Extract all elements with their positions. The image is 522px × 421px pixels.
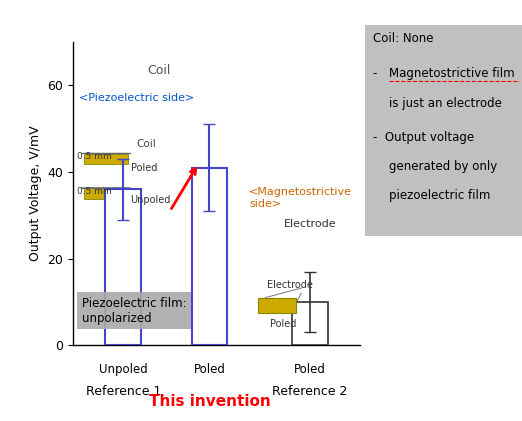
Bar bbox=[258, 298, 295, 313]
Text: 0.5 mm: 0.5 mm bbox=[77, 152, 111, 161]
Text: Piezoelectric film:
unpolarized: Piezoelectric film: unpolarized bbox=[82, 296, 186, 325]
Text: Reference 2: Reference 2 bbox=[272, 385, 348, 397]
Text: Reference 1: Reference 1 bbox=[86, 385, 161, 397]
Text: Coil: None: Coil: None bbox=[373, 32, 434, 45]
Text: 0.5 mm: 0.5 mm bbox=[77, 187, 111, 196]
Text: Electrode: Electrode bbox=[283, 219, 336, 229]
Text: generated by only: generated by only bbox=[389, 160, 497, 173]
Text: is just an electrode: is just an electrode bbox=[389, 97, 502, 110]
Bar bbox=[105, 189, 141, 345]
Text: Coil: Coil bbox=[136, 139, 156, 149]
Text: Unpoled: Unpoled bbox=[130, 195, 171, 205]
Text: <Magnetostrictive
side>: <Magnetostrictive side> bbox=[249, 187, 352, 209]
Text: <Piezoelectric side>: <Piezoelectric side> bbox=[79, 93, 194, 104]
Bar bbox=[192, 168, 228, 345]
Y-axis label: Output Voltage, V/mV: Output Voltage, V/mV bbox=[29, 126, 42, 261]
Text: -: - bbox=[373, 67, 385, 80]
Text: piezoelectric film: piezoelectric film bbox=[389, 189, 490, 203]
Text: -  Output voltage: - Output voltage bbox=[373, 131, 474, 144]
Bar bbox=[84, 188, 128, 199]
Bar bbox=[292, 302, 328, 345]
Text: Coil: Coil bbox=[148, 64, 171, 77]
Text: Poled: Poled bbox=[194, 363, 226, 376]
Text: Electrode: Electrode bbox=[267, 280, 313, 290]
Text: Poled: Poled bbox=[270, 319, 297, 328]
Text: This invention: This invention bbox=[149, 394, 270, 409]
Text: Unpoled: Unpoled bbox=[99, 363, 148, 376]
Text: Poled: Poled bbox=[130, 163, 157, 173]
Text: Magnetostrictive film: Magnetostrictive film bbox=[389, 67, 515, 80]
Bar bbox=[84, 154, 128, 165]
Text: Poled: Poled bbox=[294, 363, 326, 376]
